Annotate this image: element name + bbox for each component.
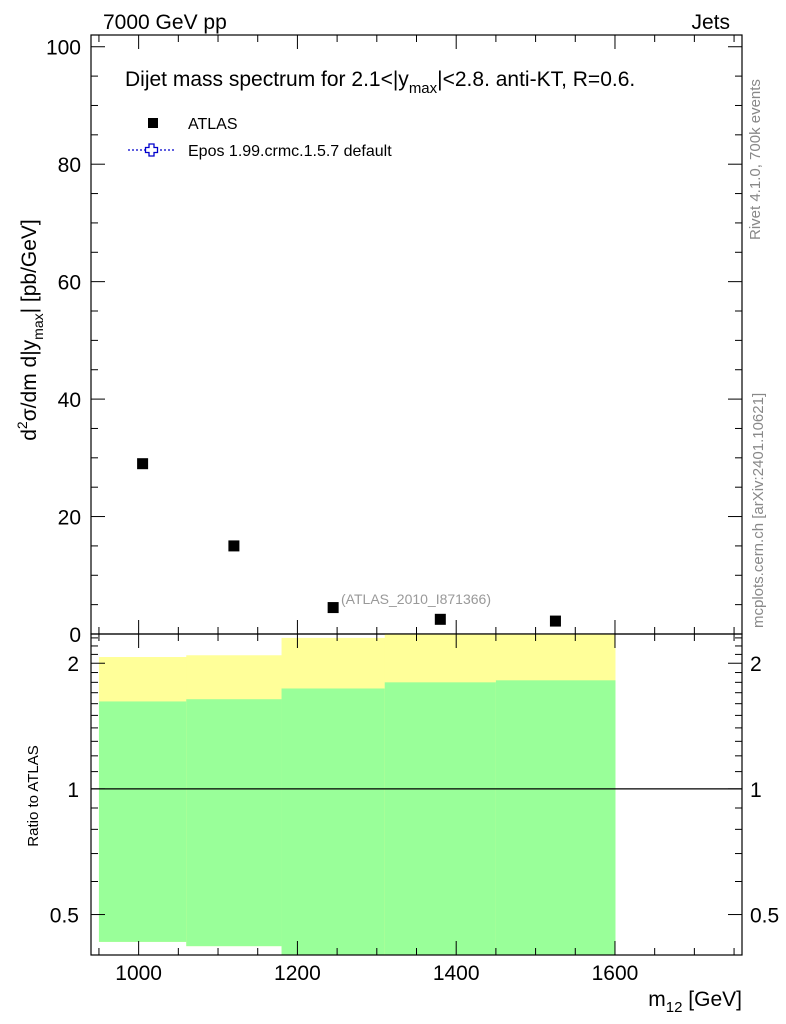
ratio-y-axis-label: Ratio to ATLAS <box>25 745 42 846</box>
rivet-label: Rivet 4.1.0, 700k events <box>747 79 764 240</box>
legend: ATLAS Epos 1.99.crmc.1.5.7 default <box>128 116 392 160</box>
main-panel: Dijet mass spectrum for 2.1<|ymax|<2.8. … <box>14 34 743 647</box>
ratio-inner-band <box>281 688 386 955</box>
mcplots-label: mcplots.cern.ch [arXiv:2401.10621] <box>750 393 767 628</box>
ratio-inner-band <box>186 699 283 947</box>
ratio-inner-band <box>98 701 187 942</box>
atlas-data-point <box>137 458 149 470</box>
ratio-y-tick-label: 1 <box>67 779 79 802</box>
legend-atlas-marker <box>148 118 158 128</box>
ratio-y-tick-label-right: 2 <box>750 653 762 676</box>
atlas-data-point <box>549 615 561 627</box>
atlas-data-point <box>434 613 446 625</box>
ratio-y-ticks: 0.5 0.5 1 1 2 2 <box>50 637 779 928</box>
main-y-tick-label: 20 <box>58 507 81 530</box>
main-y-tick-label: 60 <box>58 272 81 295</box>
x-tick-label: 1400 <box>433 962 480 985</box>
main-x-ticks <box>98 35 735 634</box>
analysis-watermark: (ATLAS_2010_I871366) <box>341 591 491 607</box>
main-y-tick-label: 40 <box>58 389 81 412</box>
x-tick-label: 1600 <box>592 962 639 985</box>
main-y-tick-label: 100 <box>46 37 81 60</box>
main-title: Dijet mass spectrum for 2.1<|ymax|<2.8. … <box>125 68 635 97</box>
x-tick-label: 1200 <box>274 962 321 985</box>
main-y-tick-label: 80 <box>58 154 81 177</box>
ratio-frame <box>90 633 743 956</box>
ratio-y-tick-label: 2 <box>67 653 79 676</box>
x-tick-label: 1000 <box>115 962 162 985</box>
header-right: Jets <box>691 11 730 34</box>
header-left: 7000 GeV pp <box>103 11 227 34</box>
ratio-y-tick-label-right: 1 <box>750 779 762 802</box>
ratio-y-tick-label-right: 0.5 <box>750 905 779 928</box>
legend-mc-marker <box>144 143 159 157</box>
ratio-inner-band <box>384 682 497 955</box>
data-points <box>137 458 561 627</box>
ratio-x-ticks: 1000 1200 1400 1600 <box>98 634 735 985</box>
legend-atlas-label: ATLAS <box>188 116 238 133</box>
ratio-inner-band <box>495 680 616 955</box>
ratio-y-tick-label: 0.5 <box>50 905 79 928</box>
legend-mc-label: Epos 1.99.crmc.1.5.7 default <box>188 143 392 160</box>
ratio-bands <box>98 634 616 955</box>
main-y-axis-label: d2σ/dm d|ymax| [pb/GeV] <box>14 219 46 441</box>
main-y-ticks: 0 20 40 60 80 100 <box>46 37 742 647</box>
main-y-tick-label: 0 <box>69 624 81 647</box>
x-axis-label: m12 [GeV] <box>648 988 742 1016</box>
ratio-panel: 0.5 0.5 1 1 2 2 1000 1200 1400 1600 Ratio to ATL… <box>25 633 779 1016</box>
atlas-data-point <box>327 602 339 614</box>
atlas-data-point <box>228 540 240 552</box>
